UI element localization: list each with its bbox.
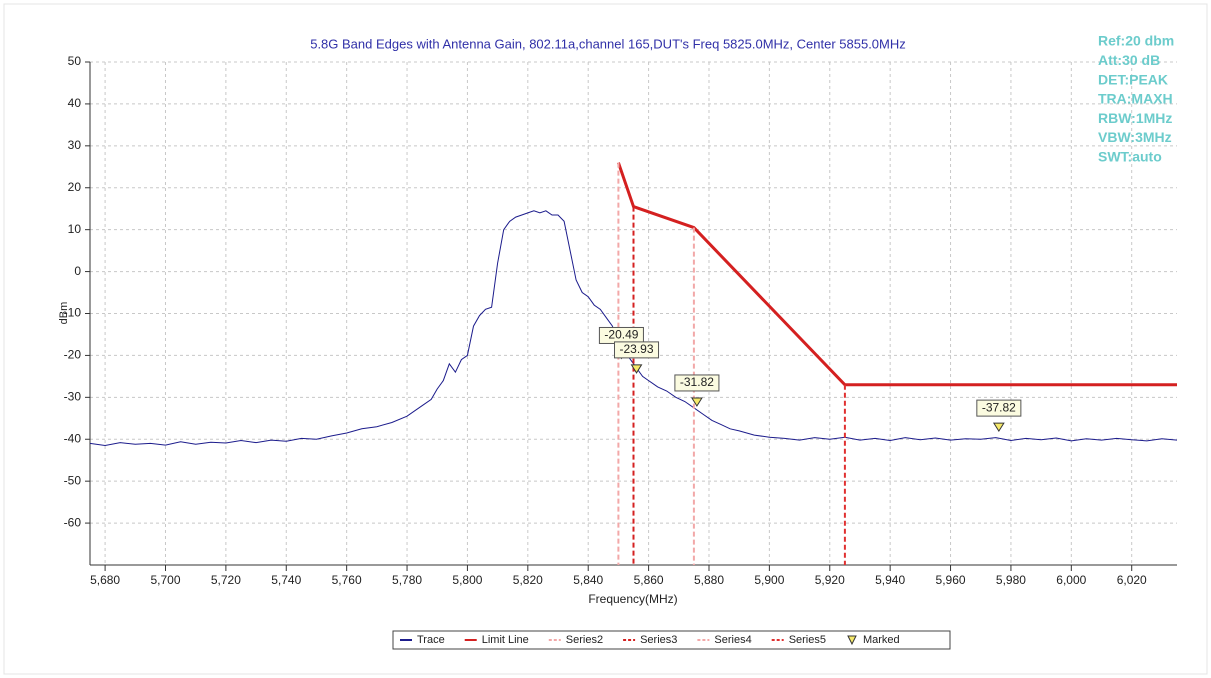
x-tick-label: 5,800 <box>452 573 482 587</box>
y-tick-label: -60 <box>64 515 82 529</box>
marker-label-box <box>674 374 720 392</box>
annotation: TRA:MAXH <box>1098 91 1173 107</box>
x-tick-label: 6,020 <box>1117 573 1147 587</box>
x-tick-label: 5,860 <box>634 573 664 587</box>
y-tick-label: -30 <box>64 390 82 404</box>
y-tick-label: 50 <box>68 54 82 68</box>
legend-label: Limit Line <box>482 634 529 646</box>
y-tick-label: -40 <box>64 431 82 445</box>
x-tick-label: 5,940 <box>875 573 905 587</box>
legend-label: Series4 <box>714 634 751 646</box>
y-tick-label: 0 <box>74 264 81 278</box>
y-tick-label: 30 <box>68 138 82 152</box>
legend-label: Series5 <box>789 634 826 646</box>
annotation: Att:30 dB <box>1098 52 1160 68</box>
legend-symbol <box>847 635 857 646</box>
marker-label-text: -23.93 <box>620 342 654 356</box>
x-axis-label: Frequency(MHz) <box>588 592 677 606</box>
marker-label-box <box>614 341 660 359</box>
chart-title: 5.8G Band Edges with Antenna Gain, 802.1… <box>310 36 906 51</box>
marker-label-text: -31.82 <box>680 375 714 389</box>
x-tick-label: 5,920 <box>815 573 845 587</box>
x-tick-label: 5,820 <box>513 573 543 587</box>
legend-label: Trace <box>417 634 445 646</box>
y-axis-label: dBm <box>58 302 70 325</box>
x-tick-label: 5,740 <box>271 573 301 587</box>
annotation: VBW:3MHz <box>1098 129 1172 145</box>
x-tick-label: 5,680 <box>90 573 120 587</box>
legend-label: Marked <box>863 634 900 646</box>
y-tick-label: -10 <box>64 306 82 320</box>
annotation: DET:PEAK <box>1098 71 1168 87</box>
x-tick-label: 5,900 <box>754 573 784 587</box>
legend-label: Series2 <box>566 634 603 646</box>
x-tick-label: 5,980 <box>996 573 1026 587</box>
y-tick-label: -50 <box>64 473 82 487</box>
x-tick-label: 5,780 <box>392 573 422 587</box>
x-tick-label: 5,700 <box>150 573 180 587</box>
marker-label-box <box>976 399 1022 417</box>
marker-label: -23.93 <box>614 341 660 359</box>
marker-label: -37.82 <box>976 399 1022 417</box>
marker-label-text: -20.49 <box>604 328 638 342</box>
marker <box>630 364 643 374</box>
x-tick-label: 5,720 <box>211 573 241 587</box>
y-tick-label: 20 <box>68 180 82 194</box>
marker <box>691 397 703 407</box>
marker-label-text: -37.82 <box>982 400 1016 414</box>
marker <box>992 422 1005 433</box>
y-tick-label: 10 <box>68 222 82 236</box>
annotation: Ref:20 dbm <box>1098 33 1174 49</box>
y-tick-label: 40 <box>68 96 82 110</box>
x-tick-label: 5,960 <box>936 573 966 587</box>
series-line <box>89 210 1178 447</box>
marker-label: -20.49 <box>598 326 644 344</box>
marker-label: -31.82 <box>674 374 720 392</box>
x-tick-label: 5,760 <box>332 573 362 587</box>
y-tick-label: -20 <box>64 348 82 362</box>
annotation: SWT:auto <box>1098 149 1162 165</box>
annotation: RBW:1MHz <box>1098 110 1172 126</box>
legend <box>392 630 951 650</box>
legend-label: Series3 <box>640 634 677 646</box>
x-tick-label: 6,000 <box>1056 573 1086 587</box>
x-tick-label: 5,880 <box>694 573 724 587</box>
x-tick-label: 5,840 <box>573 573 603 587</box>
